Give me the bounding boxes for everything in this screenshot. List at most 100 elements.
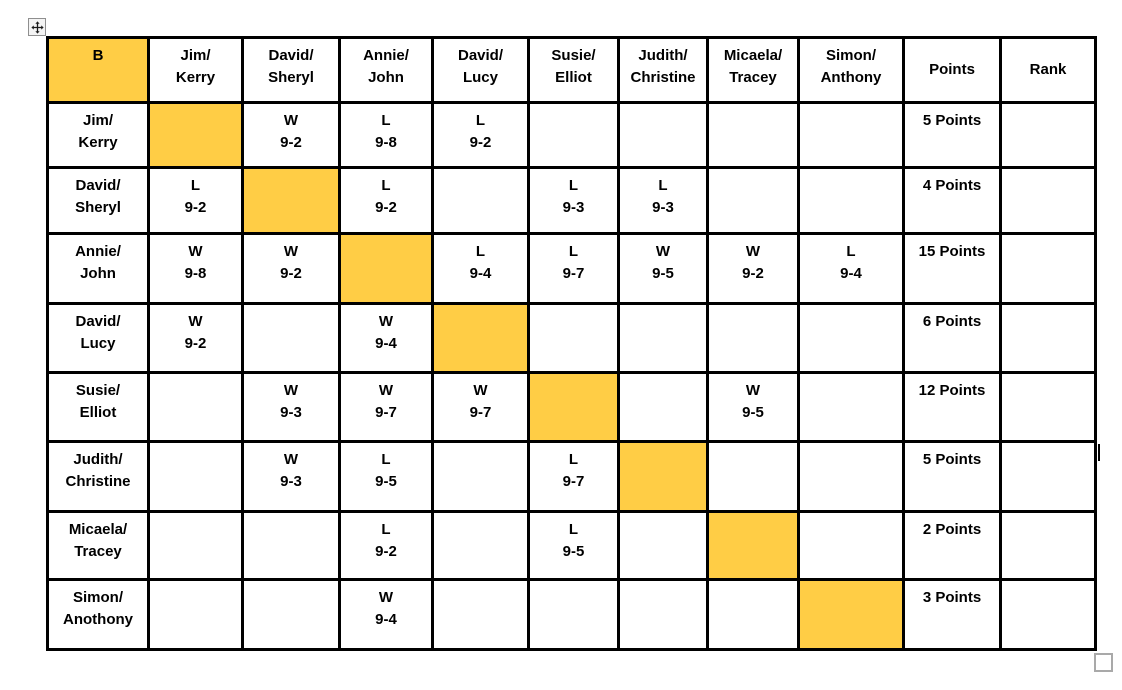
matchup-cell[interactable] xyxy=(431,578,530,651)
matchup-cell[interactable] xyxy=(706,578,800,651)
rank-cell[interactable] xyxy=(999,101,1097,169)
matchup-cell[interactable] xyxy=(431,440,530,513)
matchup-cell[interactable]: L 9-5 xyxy=(338,440,434,513)
header-cell-jim-kerry[interactable]: Jim/ Kerry xyxy=(147,36,244,104)
header-cell-micaela-tracey[interactable]: Micaela/ Tracey xyxy=(706,36,800,104)
table-resize-handle[interactable] xyxy=(1094,653,1113,672)
matchup-cell[interactable]: L 9-8 xyxy=(338,101,434,169)
matchup-cell[interactable] xyxy=(617,371,709,443)
matchup-cell[interactable] xyxy=(617,302,709,374)
matchup-cell[interactable]: L 9-4 xyxy=(797,232,905,305)
header-cell-rank[interactable]: Rank xyxy=(999,36,1097,104)
team-row-label[interactable]: Micaela/ Tracey xyxy=(46,510,150,581)
matchup-cell[interactable] xyxy=(797,302,905,374)
matchup-cell[interactable] xyxy=(431,510,530,581)
matchup-cell[interactable] xyxy=(617,578,709,651)
rank-cell[interactable] xyxy=(999,371,1097,443)
matchup-cell[interactable] xyxy=(147,371,244,443)
diagonal-cell[interactable] xyxy=(147,101,244,169)
matchup-cell[interactable]: L 9-7 xyxy=(527,440,620,513)
matchup-cell[interactable]: L 9-2 xyxy=(338,166,434,235)
matchup-cell[interactable]: W 9-2 xyxy=(241,101,341,169)
matchup-cell[interactable] xyxy=(797,101,905,169)
points-cell[interactable]: 5 Points xyxy=(902,101,1002,169)
table-move-handle[interactable] xyxy=(28,18,46,36)
matchup-cell[interactable] xyxy=(797,440,905,513)
matchup-cell[interactable]: W 9-2 xyxy=(241,232,341,305)
matchup-cell[interactable] xyxy=(527,302,620,374)
matchup-cell[interactable] xyxy=(797,510,905,581)
matchup-cell[interactable]: W 9-3 xyxy=(241,440,341,513)
header-cell-points[interactable]: Points xyxy=(902,36,1002,104)
matchup-cell[interactable]: L 9-3 xyxy=(617,166,709,235)
team-row-label[interactable]: Simon/ Anothony xyxy=(46,578,150,651)
diagonal-cell[interactable] xyxy=(338,232,434,305)
rank-cell[interactable] xyxy=(999,166,1097,235)
matchup-cell[interactable]: W 9-5 xyxy=(617,232,709,305)
rank-cell[interactable] xyxy=(999,232,1097,305)
diagonal-cell[interactable] xyxy=(706,510,800,581)
rank-cell[interactable] xyxy=(999,302,1097,374)
team-row-label[interactable]: Susie/ Elliot xyxy=(46,371,150,443)
points-cell[interactable]: 15 Points xyxy=(902,232,1002,305)
matchup-cell[interactable] xyxy=(527,101,620,169)
corner-cell[interactable]: B xyxy=(46,36,150,104)
matchup-cell[interactable]: W 9-5 xyxy=(706,371,800,443)
team-row-label[interactable]: Jim/ Kerry xyxy=(46,101,150,169)
header-cell-david-sheryl[interactable]: David/ Sheryl xyxy=(241,36,341,104)
team-row-label[interactable]: David/ Sheryl xyxy=(46,166,150,235)
matchup-cell[interactable]: L 9-4 xyxy=(431,232,530,305)
matchup-cell[interactable] xyxy=(706,440,800,513)
matchup-cell[interactable] xyxy=(617,101,709,169)
team-row-label[interactable]: Annie/ John xyxy=(46,232,150,305)
diagonal-cell[interactable] xyxy=(241,166,341,235)
matchup-cell[interactable] xyxy=(241,302,341,374)
matchup-cell[interactable]: L 9-7 xyxy=(527,232,620,305)
matchup-cell[interactable]: W 9-4 xyxy=(338,578,434,651)
matchup-cell[interactable]: W 9-4 xyxy=(338,302,434,374)
matchup-cell[interactable]: W 9-2 xyxy=(147,302,244,374)
points-cell[interactable]: 12 Points xyxy=(902,371,1002,443)
diagonal-cell[interactable] xyxy=(527,371,620,443)
matchup-cell[interactable] xyxy=(527,578,620,651)
matchup-cell[interactable] xyxy=(706,302,800,374)
points-cell[interactable]: 5 Points xyxy=(902,440,1002,513)
header-cell-susie-elliot[interactable]: Susie/ Elliot xyxy=(527,36,620,104)
matchup-cell[interactable] xyxy=(147,578,244,651)
matchup-cell[interactable] xyxy=(431,166,530,235)
header-cell-simon-anthony[interactable]: Simon/ Anthony xyxy=(797,36,905,104)
points-cell[interactable]: 4 Points xyxy=(902,166,1002,235)
rank-cell[interactable] xyxy=(999,578,1097,651)
rank-cell[interactable] xyxy=(999,440,1097,513)
diagonal-cell[interactable] xyxy=(617,440,709,513)
matchup-cell[interactable] xyxy=(706,101,800,169)
matchup-cell[interactable]: W 9-2 xyxy=(706,232,800,305)
matchup-cell[interactable]: L 9-3 xyxy=(527,166,620,235)
matchup-cell[interactable] xyxy=(241,578,341,651)
header-cell-judith-christine[interactable]: Judith/ Christine xyxy=(617,36,709,104)
team-row-label[interactable]: Judith/ Christine xyxy=(46,440,150,513)
points-cell[interactable]: 2 Points xyxy=(902,510,1002,581)
matchup-cell[interactable]: W 9-3 xyxy=(241,371,341,443)
matchup-cell[interactable] xyxy=(241,510,341,581)
matchup-cell[interactable] xyxy=(706,166,800,235)
matchup-cell[interactable] xyxy=(617,510,709,581)
matchup-cell[interactable]: L 9-2 xyxy=(338,510,434,581)
matchup-cell[interactable]: W 9-8 xyxy=(147,232,244,305)
matchup-cell[interactable]: W 9-7 xyxy=(338,371,434,443)
matchup-cell[interactable]: L 9-5 xyxy=(527,510,620,581)
header-cell-annie-john[interactable]: Annie/ John xyxy=(338,36,434,104)
header-cell-david-lucy[interactable]: David/ Lucy xyxy=(431,36,530,104)
matchup-cell[interactable] xyxy=(147,510,244,581)
matchup-cell[interactable] xyxy=(797,371,905,443)
matchup-cell[interactable] xyxy=(147,440,244,513)
matchup-cell[interactable]: L 9-2 xyxy=(431,101,530,169)
diagonal-cell[interactable] xyxy=(431,302,530,374)
matchup-cell[interactable]: W 9-7 xyxy=(431,371,530,443)
points-cell[interactable]: 6 Points xyxy=(902,302,1002,374)
rank-cell[interactable] xyxy=(999,510,1097,581)
matchup-cell[interactable]: L 9-2 xyxy=(147,166,244,235)
diagonal-cell[interactable] xyxy=(797,578,905,651)
team-row-label[interactable]: David/ Lucy xyxy=(46,302,150,374)
matchup-cell[interactable] xyxy=(797,166,905,235)
